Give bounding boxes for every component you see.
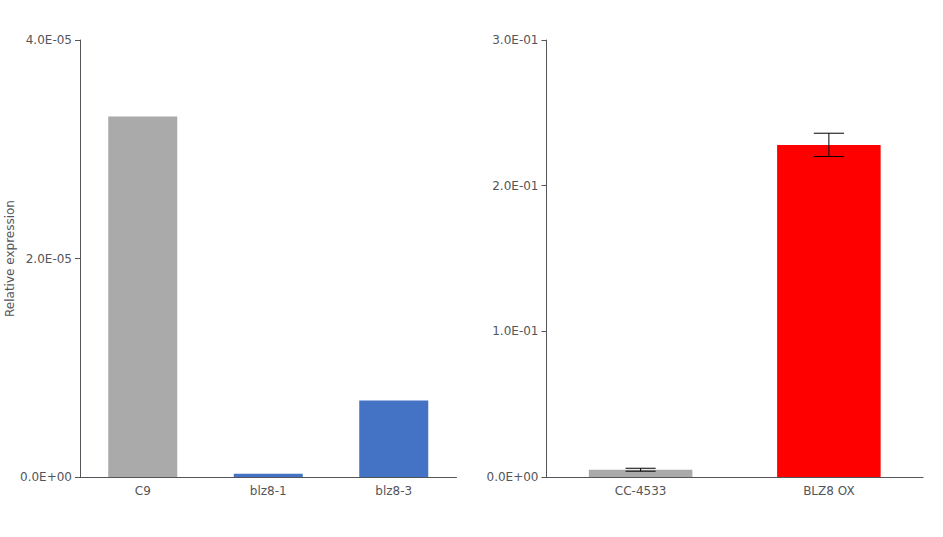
svg-text:C9: C9 [135, 484, 151, 498]
svg-text:0.0E+00: 0.0E+00 [20, 470, 72, 484]
svg-text:CC-4533: CC-4533 [615, 484, 667, 498]
svg-text:2.0E-05: 2.0E-05 [26, 252, 72, 266]
svg-text:0.0E+00: 0.0E+00 [487, 470, 539, 484]
svg-text:1.0E-01: 1.0E-01 [492, 324, 538, 338]
svg-text:Relative expression: Relative expression [3, 200, 17, 317]
svg-text:blz8-3: blz8-3 [375, 484, 412, 498]
svg-text:2.0E-01: 2.0E-01 [492, 179, 538, 193]
svg-text:BLZ8 OX: BLZ8 OX [803, 484, 855, 498]
svg-text:blz8-1: blz8-1 [250, 484, 287, 498]
svg-text:4.0E-05: 4.0E-05 [26, 33, 72, 47]
svg-text:3.0E-01: 3.0E-01 [492, 33, 538, 47]
